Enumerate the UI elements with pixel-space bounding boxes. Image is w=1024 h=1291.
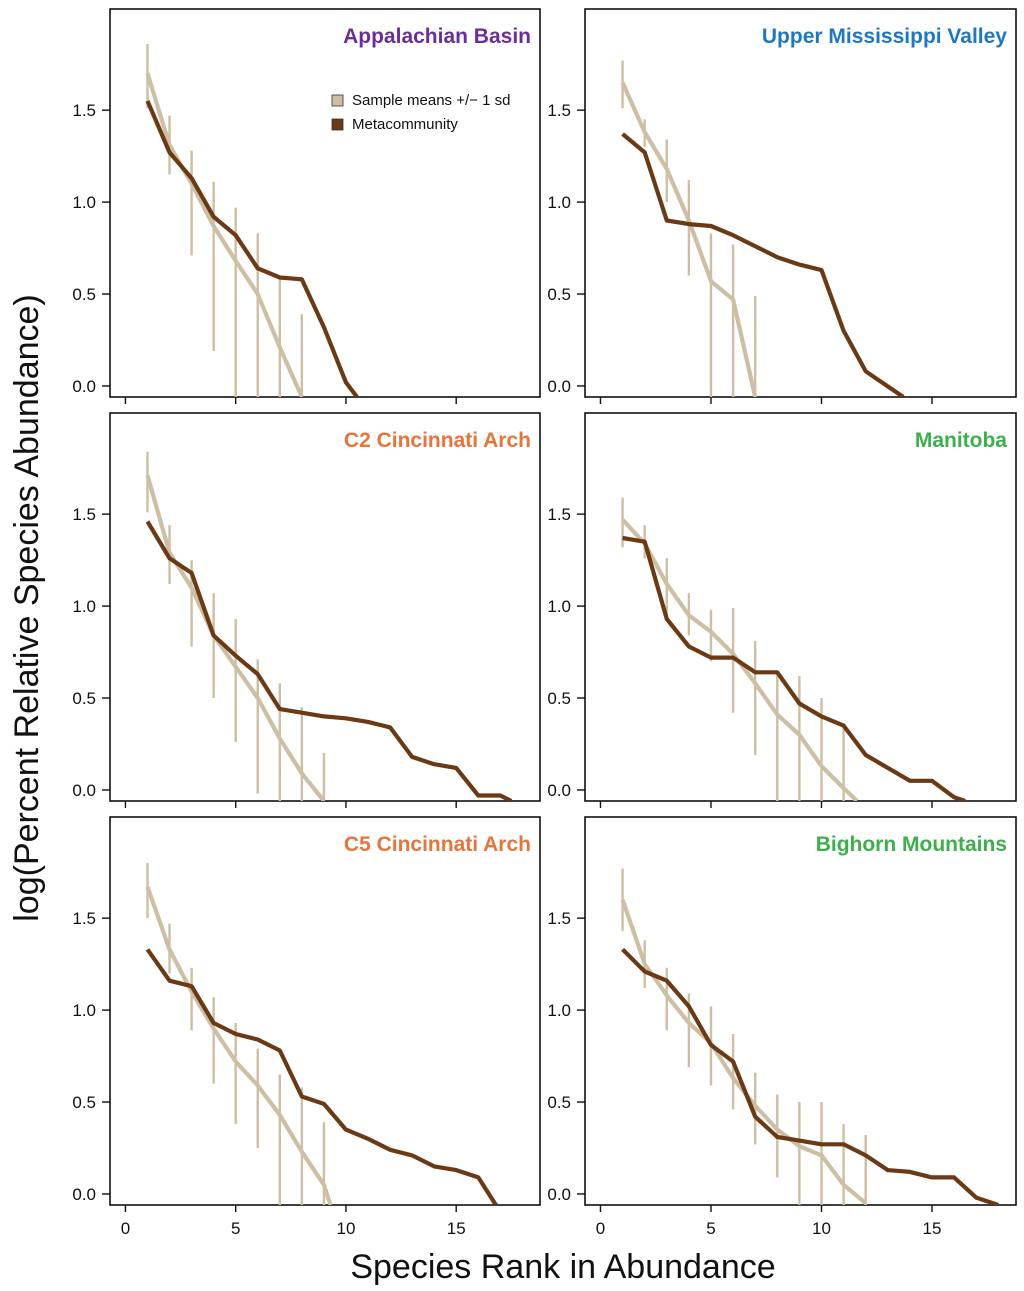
plot-frame <box>109 8 541 398</box>
y-tick-label: 0.5 <box>72 1093 96 1112</box>
sample-mean-line <box>145 72 304 397</box>
sample-mean-line <box>620 899 868 1205</box>
y-tick-label: 0.5 <box>547 1093 571 1112</box>
sample-mean-line <box>621 518 859 801</box>
y-tick-label: 0.0 <box>72 377 96 396</box>
legend-label: Sample means +/− 1 sd <box>352 92 510 109</box>
y-tick-label: 1.5 <box>547 909 571 928</box>
y-tick-label: 0.5 <box>72 285 96 304</box>
panel-title: Upper Mississippi Valley <box>762 25 1007 48</box>
metacommunity-line <box>621 132 905 397</box>
metacommunity-line <box>145 948 498 1205</box>
y-axis-title: log(Percent Relative Species Abundance) <box>8 294 46 922</box>
panel-title: Manitoba <box>915 429 1007 452</box>
x-tick-label: 0 <box>596 1219 605 1238</box>
y-tick-label: 0.5 <box>547 285 571 304</box>
panel-title: C2 Cincinnati Arch <box>344 429 531 452</box>
sample-mean-line <box>145 886 333 1205</box>
legend-swatch-meta <box>331 118 344 131</box>
y-tick-label: 1.5 <box>72 101 96 120</box>
y-tick-label: 0.5 <box>547 689 571 708</box>
panel-bighorn-mountains: 0.0 0.5 1.0 1.5 0 5 10 15 Bighorn Mountains <box>547 816 1017 1238</box>
x-tick-label: 10 <box>336 1219 355 1238</box>
x-tick-label: 10 <box>812 1219 831 1238</box>
panel-title: Bighorn Mountains <box>816 833 1007 856</box>
y-tick-label: 0.0 <box>72 781 96 800</box>
y-tick-label: 0.0 <box>72 1185 96 1204</box>
metacommunity-line <box>145 100 359 397</box>
legend: Sample means +/− 1 sd Metacommunity <box>331 92 510 133</box>
y-tick-label: 1.5 <box>72 909 96 928</box>
y-tick-label: 1.5 <box>72 505 96 524</box>
y-tick-label: 1.0 <box>72 193 96 212</box>
metacommunity-line <box>145 520 513 801</box>
y-tick-label: 1.0 <box>547 193 571 212</box>
y-tick-label: 0.0 <box>547 781 571 800</box>
panel-c5-cincinnati-arch: 0.0 0.5 1.0 1.5 0 5 10 15 C5 Cincinnati Arch <box>72 816 541 1238</box>
y-tick-label: 0.0 <box>547 1185 571 1204</box>
x-tick-label: 15 <box>447 1219 466 1238</box>
sample-mean-line <box>620 81 758 397</box>
panel-upper-mississippi-valley: 0.0 0.5 1.0 1.5 Upper Mississippi Valley <box>547 8 1017 404</box>
x-tick-label: 5 <box>231 1219 240 1238</box>
panel-title: C5 Cincinnati Arch <box>344 833 531 856</box>
panel-c2-cincinnati-arch: 0.0 0.5 1.0 1.5 C2 Cincinnati Arch <box>72 412 541 808</box>
x-axis-title: Species Rank in Abundance <box>350 1248 775 1286</box>
panel-manitoba: 0.0 0.5 1.0 1.5 Manitoba <box>547 412 1017 808</box>
metacommunity-line <box>622 535 966 801</box>
y-tick-label: 1.5 <box>547 101 571 120</box>
plot-frame <box>584 8 1017 398</box>
panel-appalachian-basin: 0.0 0.5 1.0 1.5 Appalachian Basin Sample mean… <box>72 8 541 404</box>
panel-title: Appalachian Basin <box>343 25 531 48</box>
x-tick-label: 15 <box>923 1219 942 1238</box>
y-tick-label: 1.5 <box>547 505 571 524</box>
x-tick-label: 5 <box>706 1219 715 1238</box>
x-tick-label: 0 <box>121 1219 130 1238</box>
y-tick-label: 1.0 <box>72 597 96 616</box>
y-tick-label: 0.0 <box>547 377 571 396</box>
y-tick-label: 1.0 <box>547 597 571 616</box>
y-tick-label: 1.0 <box>72 1001 96 1020</box>
y-tick-label: 0.5 <box>72 689 96 708</box>
legend-swatch-sample <box>331 94 344 107</box>
plot-frame <box>109 412 541 802</box>
metacommunity-line <box>621 947 999 1205</box>
legend-label: Metacommunity <box>352 116 458 133</box>
y-tick-label: 1.0 <box>547 1001 571 1020</box>
